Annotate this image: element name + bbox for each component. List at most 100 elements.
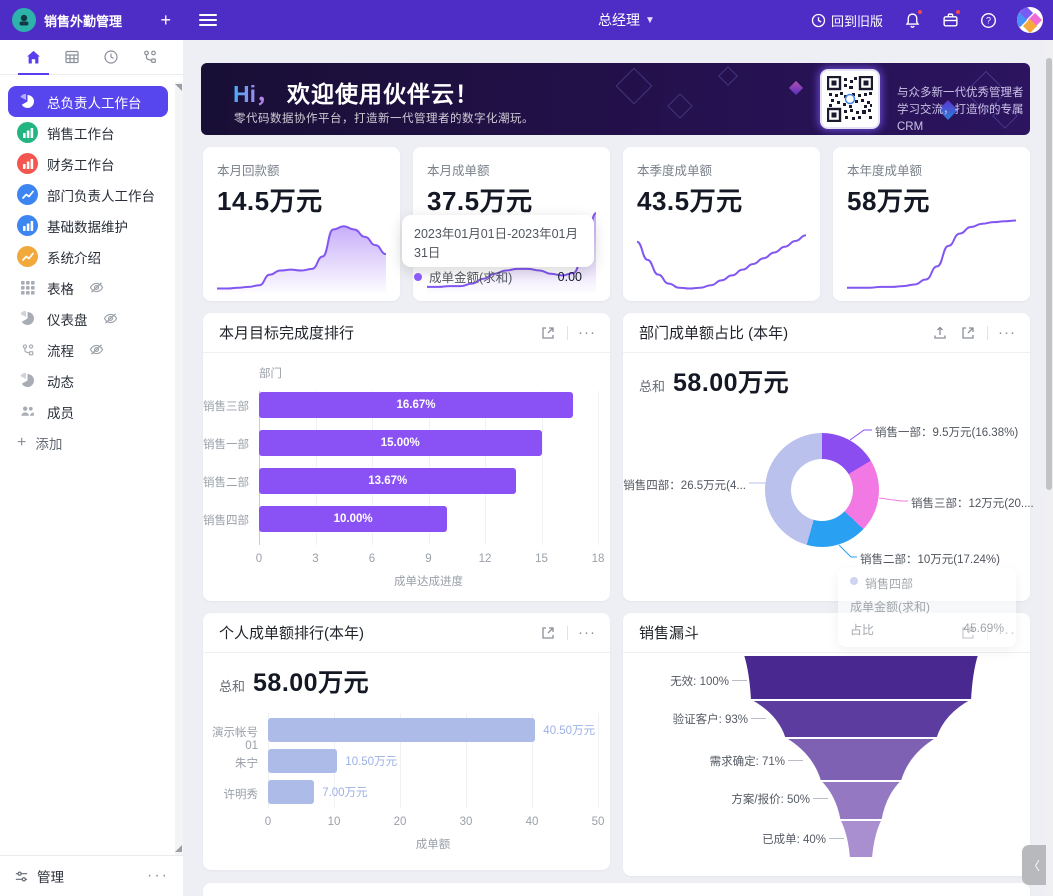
stat-card-quarter-deals[interactable]: 本季度成单额 43.5万元 [623,147,820,301]
sidebar-item-9[interactable]: 动态 [8,365,168,396]
stat-value: 14.5万元 [217,186,323,216]
sidebar-item-4[interactable]: 基础数据维护 [8,210,168,241]
app-title: 销售外勤管理 [44,13,123,29]
workbench-button[interactable] [941,9,961,29]
grid-icon [17,277,38,298]
bar-销售三部[interactable]: 16.67% [259,392,573,418]
welcome-banner[interactable]: Hi， 欢迎使用伙伴云！ 零代码数据协作平台，打造新一代管理者的数字化潮玩。 [201,63,1030,135]
funnel-stage-label: 已成单: 40% [762,834,826,846]
qr-code [822,71,878,127]
sidebar-item-8[interactable]: 流程 [8,334,168,365]
gridline [532,713,533,808]
back-to-old-version-button[interactable]: 回到旧版 [811,11,883,30]
x-tick-label: 40 [525,816,539,828]
bar-许明秀[interactable]: 7.00万元 [268,780,368,804]
stat-value: 43.5万元 [637,186,743,216]
expand-button[interactable] [539,324,557,342]
chart-tooltip: 2023年01月01日-2023年01月31日 成单金额(求和) 0.00 [402,215,594,285]
line-icon [17,184,38,205]
x-tick-label: 50 [591,816,605,828]
sidebar-item-1[interactable]: 销售工作台 [8,117,168,148]
funnel-stage-2[interactable] [780,737,942,782]
sidebar-item-label: 动态 [47,374,74,390]
funnel-connector [751,718,766,719]
add-label: 添加 [35,436,63,452]
bar-value-label: 7.00万元 [322,787,368,799]
sidebar-scroll-down-arrow[interactable] [175,845,182,852]
sidebar-add-button[interactable]: + 添加 [8,427,168,458]
sidebar-scroll-up-arrow[interactable] [175,84,182,91]
flow-icon [17,339,38,360]
menu-toggle-button[interactable] [199,14,217,26]
gridline [541,391,543,545]
bar-value-label: 10.00% [333,513,373,525]
more-options-button[interactable]: ··· [578,623,596,641]
sidebar-tab-home[interactable] [14,40,53,75]
bar-销售二部[interactable]: 13.67% [259,468,517,494]
bar-value-label: 15.00% [380,437,420,449]
x-tick-label: 0 [264,816,272,828]
funnel-stage-0[interactable] [741,654,981,701]
funnel-stage-3[interactable] [817,780,905,821]
sidebar-scrollbar[interactable] [175,82,183,888]
sidebar-item-label: 表格 [47,281,74,297]
funnel-connector [788,760,803,761]
x-tick-label: 30 [459,816,473,828]
expand-button[interactable] [539,624,557,642]
help-button[interactable]: ? [979,11,997,29]
sidebar-item-2[interactable]: 财务工作台 [8,148,168,179]
role-switcher[interactable]: 总经理 ▼ [598,0,655,40]
bar-演示帐号01[interactable]: 40.50万元 [268,718,595,742]
help-icon: ? [980,12,996,28]
funnel-stage-1[interactable] [749,699,973,739]
download-button[interactable] [931,324,949,342]
add-app-button[interactable]: + [160,9,171,30]
gridline [400,713,401,808]
slice-label: 销售一部：9.5万元(16.38%) [875,427,1019,439]
card-monthly-target-ranking: 本月目标完成度排行 ··· 0 3 6 9 12 15 18 部门 成单达成进度 销售三部 16.6… [203,313,610,601]
sidebar-tab-tables[interactable] [53,40,92,74]
stat-card-monthly-payback[interactable]: 本月回款额 14.5万元 [203,147,400,301]
banner-subtitle: 零代码数据协作平台，打造新一代管理者的数字化潮玩。 [234,113,534,125]
sidebar-menu: 总负责人工作台 销售工作台 财务工作台 部门负责人工作台 基础数据维护 系统介绍表格仪表盘… [0,82,176,462]
sidebar-item-7[interactable]: 仪表盘 [8,303,168,334]
sidebar-tab-workflow[interactable] [130,40,169,74]
app-logo[interactable] [12,8,36,32]
restore-icon [811,13,826,27]
chevron-down-icon: ▼ [645,14,655,26]
sidebar-item-3[interactable]: 部门负责人工作台 [8,179,168,210]
briefcase-icon [942,12,958,27]
collapse-panel-handle[interactable]: 〈 [1022,845,1046,885]
x-axis-title: 成单达成进度 [394,576,463,588]
people-icon [17,401,38,422]
tooltip-series-name: 成单金额(求和) [429,271,513,285]
sidebar-item-6[interactable]: 表格 [8,272,168,303]
stat-card-year-deals[interactable]: 本年度成单额 58万元 [833,147,1030,301]
donut-hole [791,459,853,521]
expand-button[interactable] [959,324,977,342]
more-options-button[interactable]: ··· [578,323,596,341]
more-options-button[interactable]: ··· [998,323,1016,341]
sidebar-item-0[interactable]: 总负责人工作台 [8,86,168,117]
clock-icon [104,50,118,64]
manage-button[interactable]: 管理 [14,866,64,886]
sidebar-tab-history[interactable] [92,40,131,74]
sidebar-footer-more-button[interactable]: ··· [147,867,169,884]
main-scrollbar-thumb[interactable] [1046,58,1052,490]
bar-chart-target-completion: 0 3 6 9 12 15 18 部门 成单达成进度 销售三部 16.67% 销售一部 15.00% 销售… [203,353,610,601]
top-navigation-bar: 销售外勤管理 + 总经理 ▼ 回到旧版 ? [0,0,1053,40]
gridline [598,713,599,808]
bar-朱宁[interactable]: 10.50万元 [268,749,397,773]
card-next-row-partial [203,883,1030,896]
funnel-stage-4[interactable] [837,819,885,859]
bars-icon [17,153,38,174]
total-value: 58.00万元 [673,369,790,397]
user-avatar[interactable] [1017,7,1043,33]
bar-销售四部[interactable]: 10.00% [259,506,448,532]
funnel-connector [829,838,844,839]
back-to-old-version-label: 回到旧版 [830,13,883,29]
sidebar-item-5[interactable]: 系统介绍 [8,241,168,272]
bar-销售一部[interactable]: 15.00% [259,430,542,456]
sidebar-item-10[interactable]: 成员 [8,396,168,427]
notifications-button[interactable] [903,9,923,29]
